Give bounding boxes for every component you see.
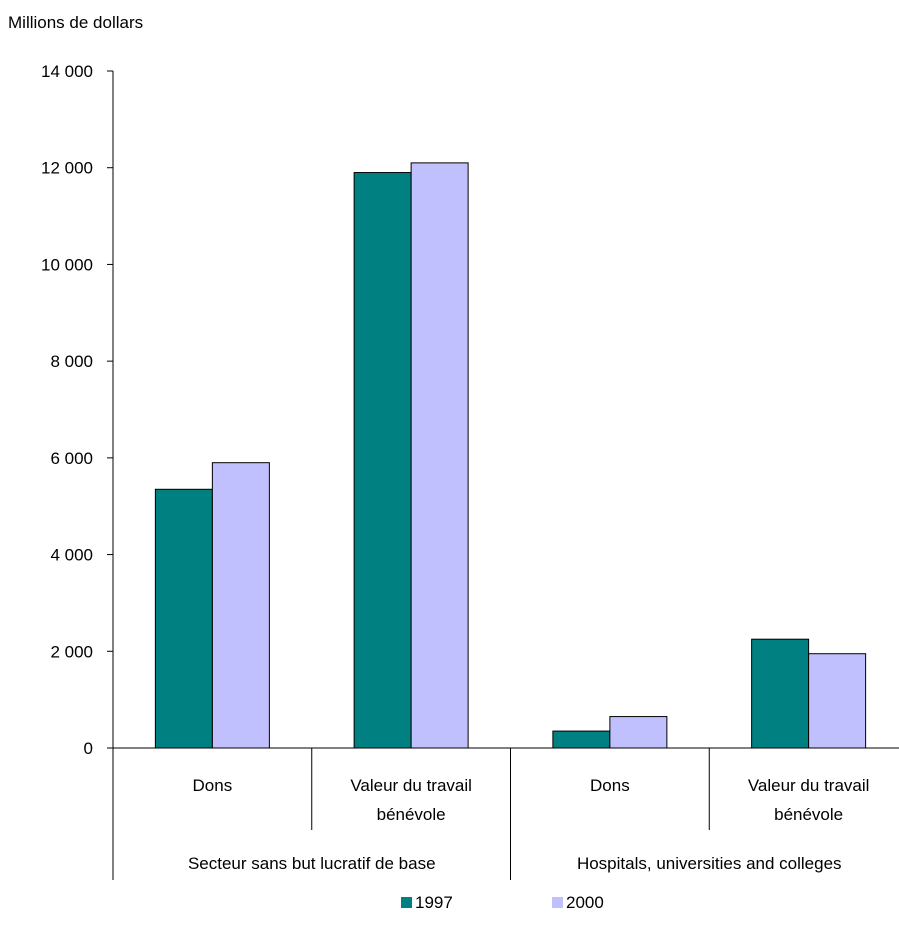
bar-1997-2 bbox=[353, 172, 412, 749]
y-axis: 0 2 000 4 000 6 000 8 000 10 000 12 000 14 000 bbox=[41, 62, 114, 758]
bar-2000-2 bbox=[410, 162, 469, 749]
category-label: Valeur du travail bbox=[350, 776, 472, 795]
y-tick-label: 10 000 bbox=[41, 255, 93, 274]
bar-1997-4 bbox=[751, 638, 810, 749]
category-label: Dons bbox=[590, 776, 630, 795]
bar-2000-4 bbox=[808, 653, 867, 749]
legend-swatch-2000 bbox=[552, 897, 563, 908]
category-label: bénévole bbox=[377, 805, 446, 824]
y-tick-label: 12 000 bbox=[41, 159, 93, 178]
y-axis-title: Millions de dollars bbox=[8, 13, 143, 32]
category-label: Valeur du travail bbox=[748, 776, 870, 795]
legend: 1997 2000 bbox=[401, 893, 604, 912]
y-tick-label: 4 000 bbox=[50, 546, 93, 565]
y-tick-label: 2 000 bbox=[50, 642, 93, 661]
group-label: Secteur sans but lucratif de base bbox=[188, 854, 436, 873]
bar-1997-3 bbox=[552, 730, 611, 749]
category-label: bénévole bbox=[774, 805, 843, 824]
category-label: Dons bbox=[193, 776, 233, 795]
y-tick-label: 8 000 bbox=[50, 352, 93, 371]
group-label: Hospitals, universities and colleges bbox=[577, 854, 842, 873]
legend-swatch-1997 bbox=[401, 897, 412, 908]
y-tick-label: 6 000 bbox=[50, 449, 93, 468]
y-tick-label: 14 000 bbox=[41, 62, 93, 81]
y-tick-label: 0 bbox=[84, 739, 93, 758]
bar-2000-1 bbox=[211, 462, 270, 749]
bar-2000-3 bbox=[609, 716, 668, 749]
bar-1997-1 bbox=[154, 488, 213, 749]
legend-label-1997: 1997 bbox=[415, 893, 453, 912]
bars bbox=[154, 162, 867, 749]
x-axis: Dons Valeur du travail bénévole Dons Valeur … bbox=[112, 747, 899, 880]
legend-label-2000: 2000 bbox=[566, 893, 604, 912]
